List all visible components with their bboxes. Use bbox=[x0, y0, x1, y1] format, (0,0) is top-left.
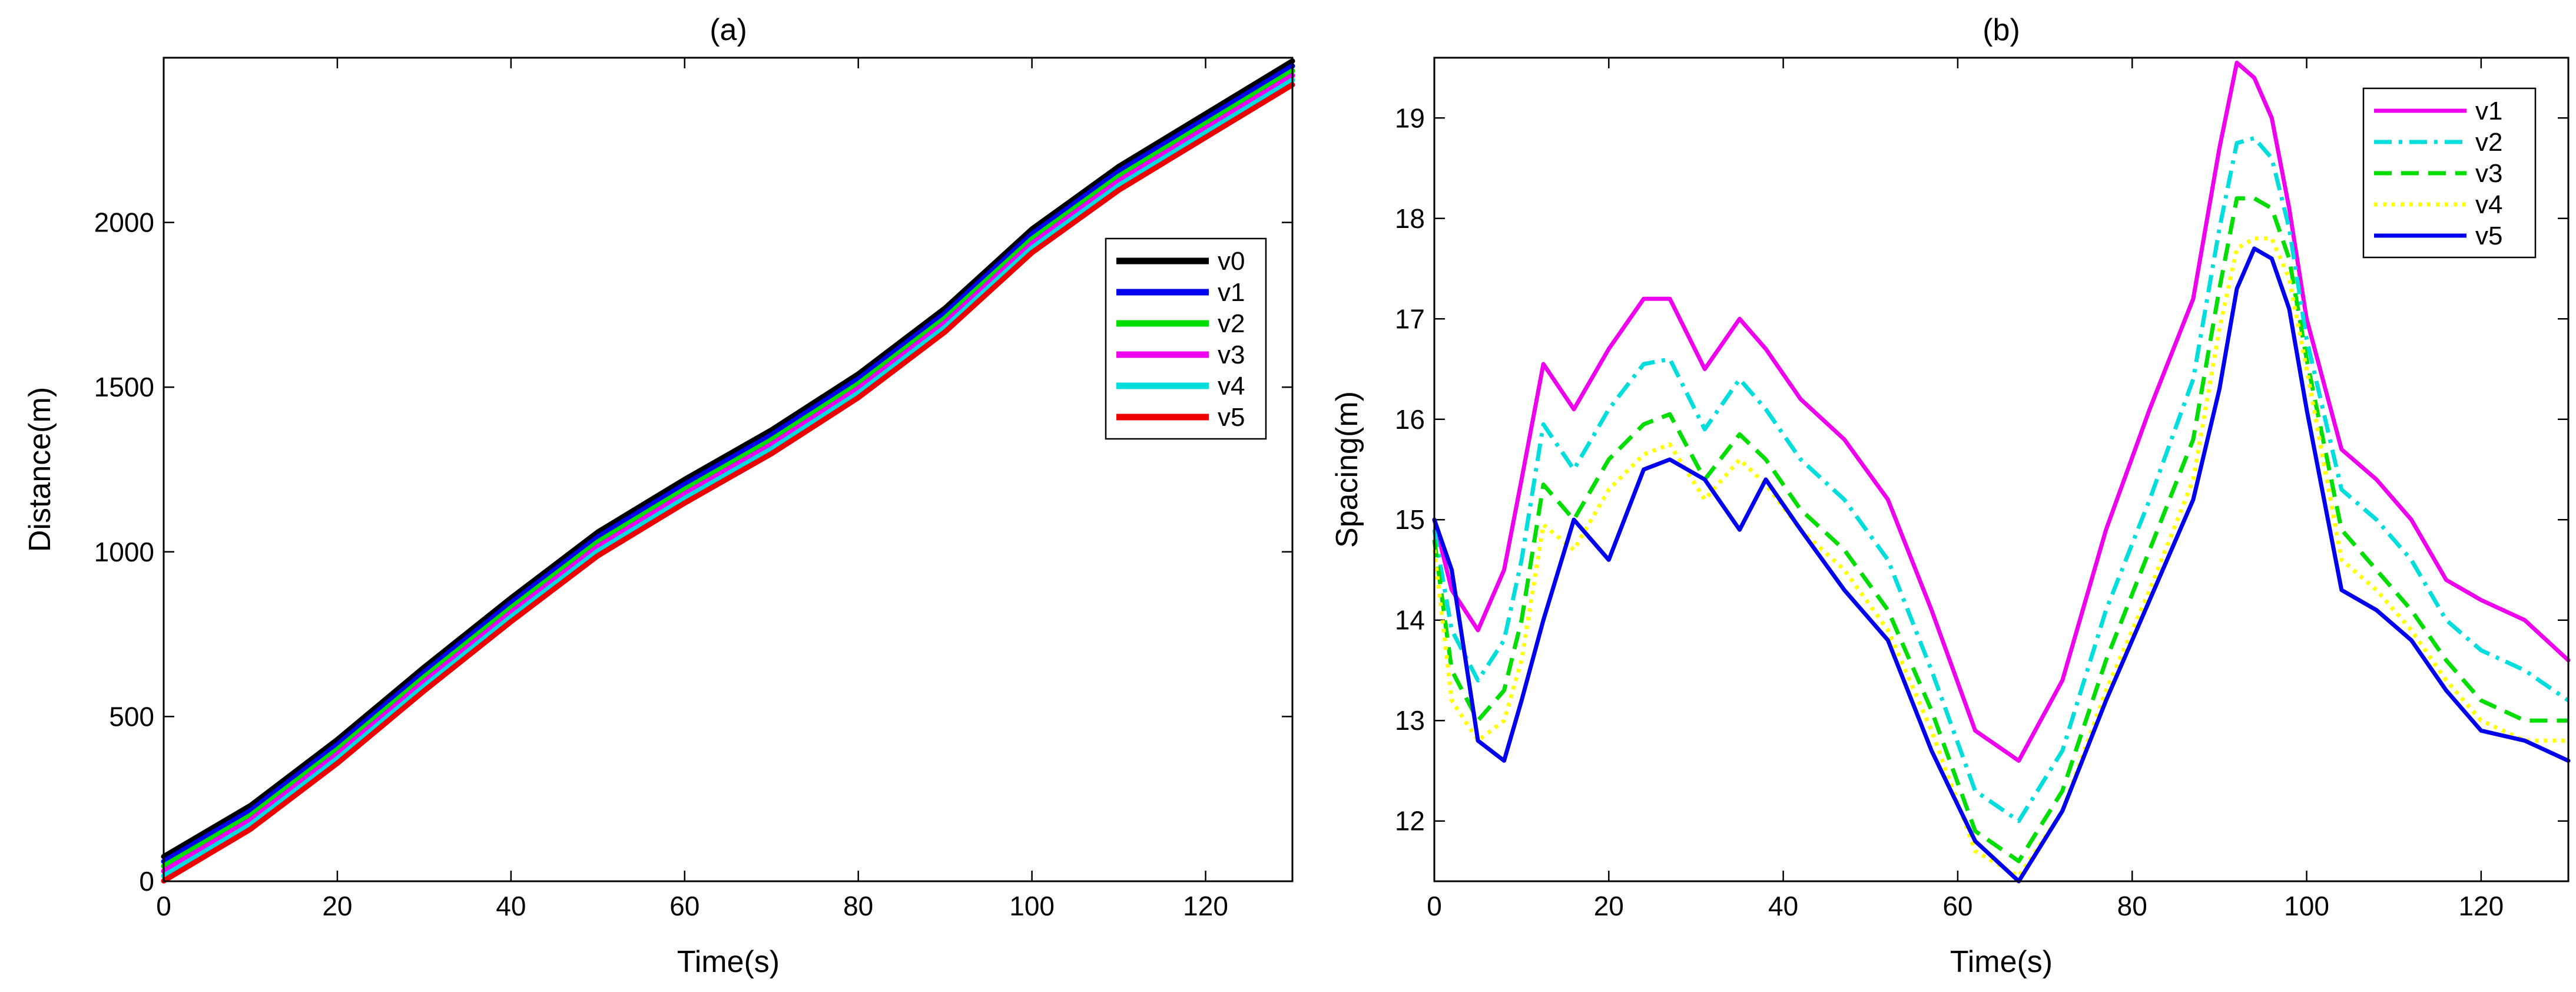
legend-label-v0: v0 bbox=[1218, 247, 1245, 276]
panel-a: (a) 0 20 40 60 80 100 120 0 500 1000 1500 2000 Time… bbox=[23, 13, 1295, 979]
series-line-v3 bbox=[161, 72, 1295, 874]
legend-label-v1: v1 bbox=[1218, 278, 1245, 307]
panel-b-series-lines bbox=[1432, 61, 2571, 884]
series-line-v1 bbox=[161, 63, 1295, 864]
legend-label-v3: v3 bbox=[2475, 159, 2502, 188]
series-line-v0 bbox=[161, 58, 1295, 859]
y-tick-label: 13 bbox=[1395, 705, 1425, 736]
x-tick-label: 60 bbox=[669, 891, 699, 921]
panel-b-xlabel: Time(s) bbox=[1950, 945, 2053, 979]
legend-label-v2: v2 bbox=[1218, 309, 1245, 338]
series-line-v5 bbox=[161, 82, 1295, 884]
legend-label-v3: v3 bbox=[1218, 340, 1245, 369]
x-tick-label: 120 bbox=[2458, 891, 2504, 921]
x-tick-label: 0 bbox=[1427, 891, 1442, 921]
series-line-v4 bbox=[1432, 236, 2568, 878]
legend-label-v5: v5 bbox=[1218, 403, 1245, 432]
legend-label-v1: v1 bbox=[2475, 97, 2502, 125]
panel-a-series-lines bbox=[161, 58, 1295, 884]
legend-box bbox=[1105, 237, 1267, 440]
y-tick-label: 17 bbox=[1395, 303, 1425, 334]
y-tick-label: 1000 bbox=[94, 537, 154, 567]
x-tick-label: 100 bbox=[2284, 891, 2329, 921]
panel-b-title: (b) bbox=[1982, 13, 2020, 47]
y-tick-label: 19 bbox=[1395, 102, 1425, 133]
y-tick-label: 12 bbox=[1395, 806, 1425, 836]
series-line-v5 bbox=[1432, 246, 2571, 884]
panel-a-axes-frame bbox=[163, 57, 1294, 882]
panel-a-xlabel: Time(s) bbox=[677, 945, 780, 979]
x-tick-label: 80 bbox=[843, 891, 873, 921]
x-tick-label: 60 bbox=[1942, 891, 1972, 921]
x-tick-label: 0 bbox=[156, 891, 171, 921]
x-tick-label: 80 bbox=[2117, 891, 2147, 921]
panel-a-ticks: 0 20 40 60 80 100 120 0 500 1000 1500 2000 bbox=[94, 58, 1292, 921]
y-tick-label: 0 bbox=[139, 866, 154, 897]
y-tick-label: 18 bbox=[1395, 203, 1425, 234]
x-tick-label: 40 bbox=[1768, 891, 1798, 921]
panel-b-ticks: 0 20 40 60 80 100 120 12 13 14 15 16 17 18 19 bbox=[1395, 58, 2568, 921]
legend-label-v4: v4 bbox=[1218, 372, 1245, 401]
y-tick-label: 1500 bbox=[94, 372, 154, 402]
x-tick-label: 20 bbox=[322, 891, 352, 921]
panel-b-ylabel: Spacing(m) bbox=[1330, 391, 1364, 548]
series-line-v1 bbox=[1432, 61, 2571, 763]
panel-b: (b) 0 20 40 60 80 100 120 12 13 14 15 16 17 18 19 Time… bbox=[1330, 13, 2571, 979]
legend-label-v5: v5 bbox=[2475, 221, 2502, 250]
y-tick-label: 14 bbox=[1395, 605, 1425, 636]
panel-a-title: (a) bbox=[710, 13, 747, 47]
legend-box bbox=[2362, 87, 2537, 259]
x-tick-label: 20 bbox=[1594, 891, 1624, 921]
x-tick-label: 120 bbox=[1183, 891, 1228, 921]
y-tick-label: 15 bbox=[1395, 504, 1425, 535]
legend-label-v2: v2 bbox=[2475, 128, 2502, 157]
y-tick-label: 2000 bbox=[94, 207, 154, 238]
series-line-v4 bbox=[161, 77, 1295, 879]
x-tick-label: 40 bbox=[496, 891, 526, 921]
legend-label-v4: v4 bbox=[2475, 190, 2502, 219]
series-line-v2 bbox=[1432, 135, 2570, 824]
x-tick-label: 100 bbox=[1009, 891, 1055, 921]
y-tick-label: 16 bbox=[1395, 404, 1425, 435]
panel-b-axes-frame bbox=[1433, 57, 2570, 882]
series-line-v2 bbox=[161, 68, 1295, 869]
series-line-v3 bbox=[1432, 196, 2568, 864]
y-tick-label: 500 bbox=[109, 701, 154, 732]
panel-a-ylabel: Distance(m) bbox=[23, 387, 57, 552]
